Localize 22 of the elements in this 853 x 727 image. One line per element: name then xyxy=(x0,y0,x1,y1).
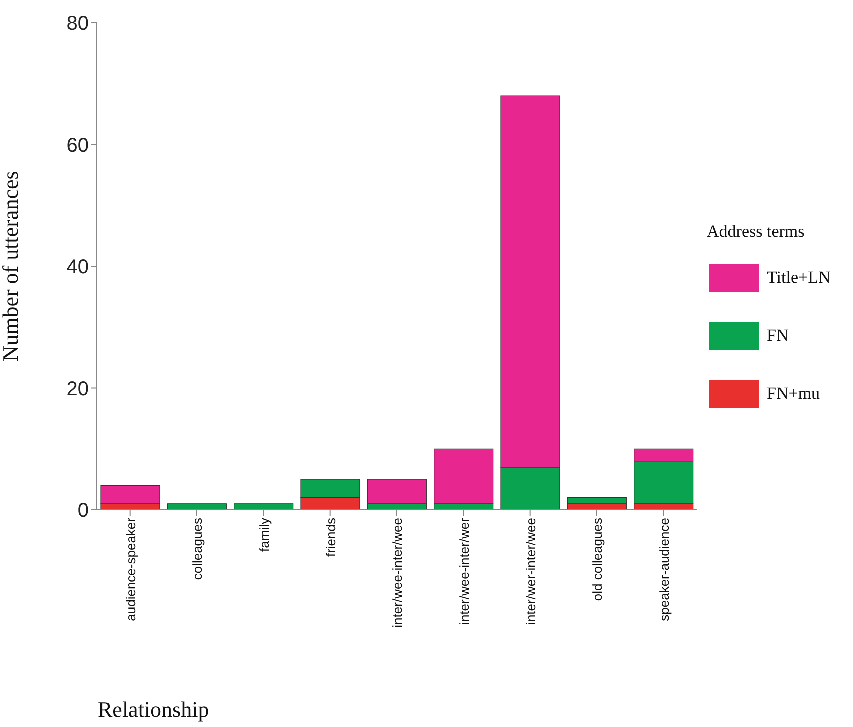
x-tick-label: colleagues xyxy=(190,518,206,580)
y-tick-label: 80 xyxy=(66,13,89,36)
legend-label: FN+mu xyxy=(767,384,820,404)
y-tick-label: 40 xyxy=(66,256,89,279)
legend-title: Address terms xyxy=(707,222,806,242)
bar xyxy=(167,504,227,510)
x-tick-label: friends xyxy=(324,518,339,558)
legend-label: Title+LN xyxy=(767,268,831,288)
legend-label: FN xyxy=(767,326,789,346)
y-axis-title: Number of utterances xyxy=(0,171,23,362)
bar xyxy=(234,504,294,510)
x-tick-label: family xyxy=(256,518,272,552)
x-tick-label: audience-speaker xyxy=(124,517,139,622)
y-tick-label: 0 xyxy=(78,500,89,522)
x-tick-label: speaker-audience xyxy=(656,518,672,622)
x-axis-title: Relationship xyxy=(98,697,210,723)
x-tick-label: inter/wee-inter/wee xyxy=(390,518,406,628)
x-tick-label: old colleagues xyxy=(590,518,606,602)
y-tick-label: 60 xyxy=(66,134,89,157)
x-tick-label: inter/wer-inter/wee xyxy=(524,518,539,625)
y-tick-label: 20 xyxy=(66,378,89,400)
x-tick-label: inter/wee-inter/wer xyxy=(456,517,472,625)
